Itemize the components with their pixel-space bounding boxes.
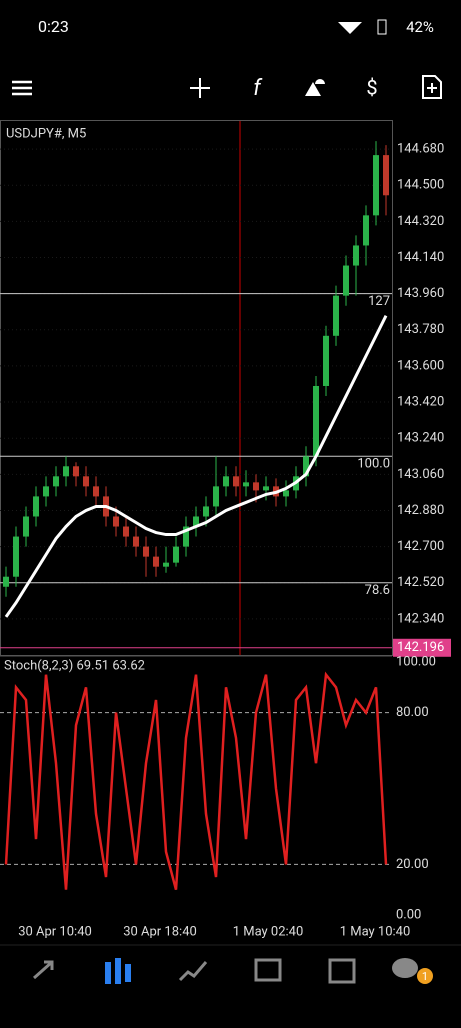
stoch-tick-label: 100.00 <box>396 654 436 669</box>
crosshair-button[interactable] <box>190 78 210 98</box>
candle-body <box>13 536 19 577</box>
candle-body <box>33 496 39 517</box>
chart-tab[interactable] <box>105 958 131 984</box>
candle-body <box>193 516 199 527</box>
badge <box>417 968 433 984</box>
candle-body <box>23 516 29 537</box>
candle-body <box>203 506 209 517</box>
candle-body <box>113 516 119 527</box>
candle-body <box>363 215 369 246</box>
level-label: 78.6 <box>365 583 390 598</box>
candle-body <box>163 562 169 567</box>
new-order-button[interactable] <box>422 75 442 99</box>
trade-button[interactable]: $ <box>366 75 377 99</box>
candle-body <box>133 536 139 547</box>
indicators-button[interactable]: f <box>253 76 263 101</box>
candle-body <box>333 295 339 336</box>
candle-body <box>43 486 49 497</box>
quotes-tab[interactable] <box>33 960 54 980</box>
badge-count: 1 <box>422 970 428 983</box>
time-label: 30 Apr 10:40 <box>18 924 92 939</box>
candle-body <box>243 482 249 487</box>
level-label: 100.0 <box>357 457 390 472</box>
price-label: 142.880 <box>397 503 444 518</box>
price-label: 143.780 <box>397 322 444 337</box>
candle-body <box>263 486 269 491</box>
candle-body <box>253 482 259 491</box>
messages-tab[interactable] <box>392 958 418 978</box>
candle-body <box>143 546 149 557</box>
price-label: 143.420 <box>397 394 444 409</box>
candle-body <box>93 486 99 497</box>
candle-body <box>123 526 129 537</box>
stoch-tick-label: 0.00 <box>396 907 421 922</box>
price-label: 142.340 <box>397 611 444 626</box>
news-tab[interactable] <box>328 958 356 984</box>
level-label: 127 <box>368 294 390 309</box>
candle-body <box>153 556 159 567</box>
price-label: 143.060 <box>397 467 444 482</box>
price-label: 143.600 <box>397 358 444 373</box>
candle-body <box>383 155 389 196</box>
candle-body <box>343 265 349 296</box>
menu-button[interactable] <box>12 80 32 96</box>
price-label: 142.520 <box>397 575 444 590</box>
candle-body <box>63 466 69 477</box>
price-label: 144.320 <box>397 214 444 229</box>
status-time: 0:23 <box>38 17 69 36</box>
price-label: 143.960 <box>397 286 444 301</box>
objects-button[interactable] <box>305 79 325 96</box>
candle-body <box>183 526 189 547</box>
battery-icon <box>377 19 387 35</box>
candle-body <box>223 476 229 487</box>
stoch-label: Stoch(8,2,3) 69.51 63.62 <box>4 658 145 673</box>
candle-body <box>233 476 239 487</box>
candle-body <box>213 486 219 507</box>
candle-body <box>53 476 59 487</box>
price-label: 143.240 <box>397 431 444 446</box>
price-label: 144.680 <box>397 142 444 157</box>
candle-body <box>373 155 379 216</box>
candle-body <box>83 476 89 487</box>
candle-body <box>73 466 79 477</box>
symbol-label: USDJPY#, M5 <box>6 126 86 141</box>
candle-body <box>323 335 329 386</box>
candle-body <box>3 576 9 587</box>
candle-body <box>173 546 179 563</box>
time-label: 1 May 10:40 <box>340 924 411 939</box>
wifi-icon <box>338 22 362 34</box>
battery: 42% <box>406 18 434 36</box>
history-tab[interactable] <box>254 958 282 982</box>
candle-body <box>283 490 289 497</box>
price-label: 144.140 <box>397 250 444 265</box>
price-label: 144.500 <box>397 178 444 193</box>
candle-body <box>313 385 319 457</box>
stoch-tick-label: 80.00 <box>396 705 429 720</box>
moving-average <box>4 315 388 618</box>
candle-body <box>303 456 309 477</box>
time-label: 1 May 02:40 <box>233 924 304 939</box>
time-label: 30 Apr 18:40 <box>123 924 197 939</box>
stoch-line <box>4 671 388 891</box>
trade-tab[interactable] <box>178 961 208 982</box>
stoch-tick-label: 20.00 <box>396 857 429 872</box>
current-price-box <box>393 638 451 657</box>
current-price-label: 142.196 <box>397 640 444 655</box>
candle-body <box>353 245 359 266</box>
price-label: 142.700 <box>397 539 444 554</box>
